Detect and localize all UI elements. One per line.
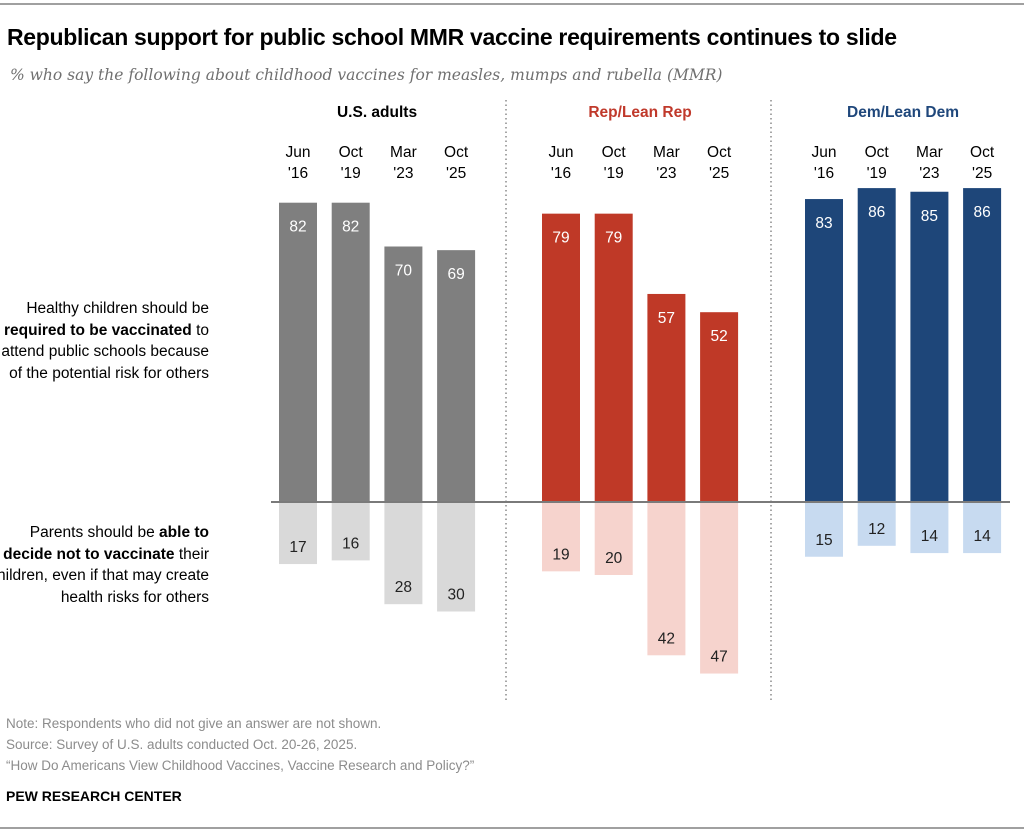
category-label: '23 bbox=[656, 165, 676, 182]
bottom-rule bbox=[0, 827, 1024, 829]
category-label: '16 bbox=[551, 165, 571, 182]
data-label-decide: 14 bbox=[921, 528, 939, 545]
chart-title: Republican support for public school MMR… bbox=[7, 24, 897, 50]
category-label: '19 bbox=[867, 165, 887, 182]
bar-decide bbox=[910, 502, 949, 554]
bar-required bbox=[805, 199, 843, 503]
data-label-decide: 19 bbox=[552, 546, 569, 563]
bar-decide bbox=[279, 502, 317, 565]
bar-required bbox=[542, 213, 580, 502]
bar-decide bbox=[647, 502, 686, 656]
row-label-text: their children, even if that may create … bbox=[0, 545, 209, 606]
data-label-decide: 20 bbox=[605, 550, 623, 567]
bar-decide bbox=[700, 502, 739, 674]
data-label-required: 83 bbox=[815, 215, 832, 232]
bar-required bbox=[910, 191, 949, 502]
bar-required bbox=[384, 246, 423, 502]
data-label-required: 79 bbox=[552, 230, 569, 247]
data-label-decide: 30 bbox=[447, 587, 465, 604]
bar-decide bbox=[594, 502, 633, 575]
footnote: Note: Respondents who did not give an an… bbox=[6, 716, 382, 731]
data-label-required: 57 bbox=[658, 310, 675, 327]
category-label: Mar bbox=[653, 144, 680, 161]
bar-decide bbox=[857, 502, 896, 546]
bar-required bbox=[963, 188, 1002, 502]
bar-decide bbox=[963, 502, 1002, 554]
category-label: '23 bbox=[393, 165, 413, 182]
report-title: “How Do Americans View Childhood Vaccine… bbox=[6, 758, 475, 773]
category-label: Oct bbox=[339, 144, 364, 161]
data-label-required: 69 bbox=[447, 266, 464, 283]
category-label: '25 bbox=[709, 165, 729, 182]
category-label: Mar bbox=[390, 144, 417, 161]
category-label: '25 bbox=[972, 165, 992, 182]
data-label-required: 82 bbox=[342, 219, 359, 236]
bar-decide bbox=[437, 502, 476, 612]
data-label-required: 85 bbox=[921, 208, 938, 225]
row-label-decide: Parents should be able to decide not to … bbox=[0, 522, 209, 608]
data-label-decide: 47 bbox=[710, 649, 727, 666]
data-label-decide: 16 bbox=[342, 535, 359, 552]
category-label: '19 bbox=[604, 165, 624, 182]
category-label: '19 bbox=[341, 165, 361, 182]
bar-decide bbox=[542, 502, 580, 572]
brand-logo-text: PEW RESEARCH CENTER bbox=[6, 788, 182, 804]
category-label: Jun bbox=[286, 144, 311, 161]
row-label-text: to attend public schools because of the … bbox=[1, 321, 209, 382]
row-label-bold: required to be vaccinated bbox=[3, 321, 192, 339]
category-label: Oct bbox=[970, 144, 995, 161]
group-label: Dem/Lean Dem bbox=[847, 104, 959, 121]
data-label-decide: 12 bbox=[868, 521, 885, 538]
group-label: U.S. adults bbox=[337, 104, 417, 121]
category-label: Oct bbox=[865, 144, 890, 161]
row-label-required: Healthy children should be required to b… bbox=[0, 298, 209, 384]
bar-decide bbox=[805, 502, 843, 557]
category-label: Oct bbox=[602, 144, 627, 161]
data-label-required: 82 bbox=[289, 219, 306, 236]
row-label-text: Healthy children should be bbox=[26, 300, 209, 317]
row-label-text: Parents should be bbox=[29, 524, 160, 541]
category-label: '25 bbox=[446, 165, 466, 182]
bar-required bbox=[647, 293, 686, 502]
bar-required bbox=[437, 250, 476, 502]
data-label-required: 86 bbox=[973, 204, 990, 221]
top-rule bbox=[0, 3, 1024, 5]
row-label-bold: able to decide not to vaccinate bbox=[3, 524, 209, 563]
bar-required bbox=[700, 312, 739, 502]
data-label-decide: 14 bbox=[973, 528, 991, 545]
data-label-decide: 15 bbox=[815, 532, 832, 549]
category-label: Jun bbox=[812, 144, 837, 161]
data-label-required: 52 bbox=[710, 328, 727, 345]
category-label: Oct bbox=[707, 144, 732, 161]
chart-subtitle: % who say the following about childhood … bbox=[10, 66, 723, 84]
bar-required bbox=[857, 188, 896, 502]
category-label: Oct bbox=[444, 144, 469, 161]
data-label-required: 70 bbox=[395, 263, 413, 280]
bar-decide bbox=[331, 502, 370, 561]
bar-required bbox=[331, 202, 370, 502]
category-label: '16 bbox=[814, 165, 834, 182]
bar-decide bbox=[384, 502, 423, 605]
data-label-decide: 17 bbox=[289, 539, 306, 556]
category-label: '23 bbox=[919, 165, 939, 182]
source: Source: Survey of U.S. adults conducted … bbox=[6, 737, 358, 752]
data-label-decide: 28 bbox=[395, 579, 412, 596]
bar-required bbox=[279, 202, 317, 502]
bar-required bbox=[594, 213, 633, 502]
group-label: Rep/Lean Rep bbox=[588, 104, 691, 121]
data-label-decide: 42 bbox=[658, 630, 675, 647]
data-label-required: 79 bbox=[605, 230, 622, 247]
data-label-required: 86 bbox=[868, 204, 885, 221]
category-label: '16 bbox=[288, 165, 308, 182]
category-label: Jun bbox=[549, 144, 574, 161]
category-label: Mar bbox=[916, 144, 943, 161]
